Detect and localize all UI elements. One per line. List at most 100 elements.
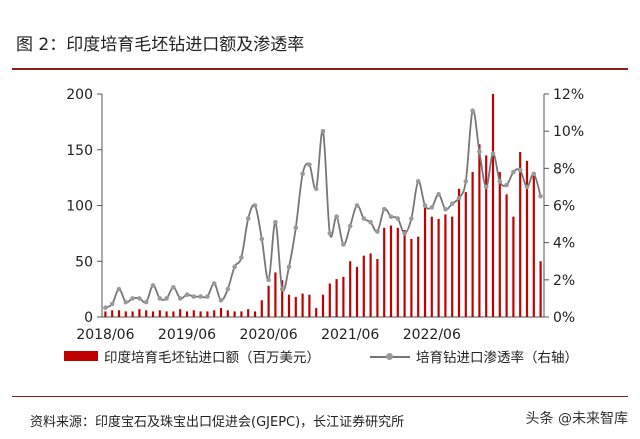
line-point	[266, 277, 271, 283]
line-point	[164, 296, 169, 301]
line-point	[436, 192, 441, 197]
line-point	[531, 171, 537, 177]
x-tick-label: 2020/06	[240, 327, 298, 343]
bar	[321, 294, 325, 317]
line-point	[191, 294, 197, 299]
bar	[410, 238, 413, 317]
line-point	[320, 128, 326, 134]
bar	[403, 230, 406, 317]
bar	[383, 227, 386, 317]
line-point	[415, 179, 421, 184]
line-point	[300, 171, 305, 177]
line-point	[497, 179, 503, 184]
bar	[349, 261, 352, 317]
bar	[423, 207, 427, 317]
line-point	[361, 216, 367, 221]
bar	[213, 310, 216, 317]
bar	[240, 311, 243, 317]
bar	[247, 309, 250, 317]
bar	[260, 300, 263, 317]
bar	[437, 218, 440, 317]
penetration-line	[104, 109, 542, 309]
line-point	[150, 283, 156, 288]
bar	[287, 294, 291, 317]
bar	[444, 214, 447, 317]
line-point	[381, 206, 387, 212]
bar	[308, 294, 311, 317]
bar	[505, 194, 508, 317]
line-point	[483, 184, 489, 190]
bar	[430, 216, 433, 317]
line-point	[245, 216, 251, 221]
bar	[335, 279, 338, 317]
bar	[131, 311, 134, 317]
bar	[525, 160, 529, 317]
right-tick-label: 8%	[553, 161, 575, 177]
bar	[376, 259, 379, 317]
bar	[151, 311, 155, 317]
bar	[274, 272, 277, 317]
bar	[179, 309, 182, 317]
bar	[498, 172, 501, 317]
bar	[328, 283, 331, 317]
bar	[491, 94, 495, 317]
line-point	[463, 179, 469, 184]
line-point	[184, 292, 190, 298]
line-point	[232, 264, 237, 270]
footer-divider	[12, 396, 628, 397]
line-point	[293, 225, 299, 231]
line-point	[368, 219, 373, 225]
line-point	[103, 305, 108, 311]
bar	[117, 310, 121, 317]
left-tick-label: 0	[84, 310, 93, 326]
line-point	[375, 229, 380, 234]
line-point	[490, 151, 496, 156]
chart-axes	[97, 93, 549, 318]
bar	[219, 308, 223, 317]
bar	[457, 188, 461, 317]
line-point	[198, 294, 203, 299]
bar	[145, 310, 148, 317]
line-point	[130, 296, 135, 301]
line-point	[177, 296, 183, 301]
figure-title: 图 2：印度培育毛坯钻进口额及渗透率	[16, 35, 305, 55]
line-point	[218, 297, 224, 303]
bar	[124, 311, 127, 317]
bar	[396, 227, 399, 317]
right-tick-label: 4%	[553, 236, 575, 252]
line-point	[334, 214, 339, 219]
x-tick-label: 2019/06	[158, 327, 216, 343]
bar	[165, 311, 168, 317]
bar	[199, 311, 202, 317]
bar	[451, 216, 454, 317]
right-tick-label: 10%	[553, 124, 584, 140]
legend-line-marker	[386, 353, 393, 360]
line-point	[341, 242, 346, 247]
line-point	[239, 255, 244, 260]
bar	[138, 309, 141, 317]
bar	[158, 310, 161, 317]
line-point	[211, 281, 217, 286]
bar	[355, 266, 359, 317]
x-tick-label: 2022/06	[403, 327, 461, 343]
bar	[172, 311, 175, 317]
line-point	[347, 223, 353, 229]
line-point	[395, 216, 401, 221]
bar	[294, 296, 297, 317]
bar	[233, 311, 236, 317]
line-point	[409, 216, 414, 221]
line-point	[504, 182, 509, 188]
line-point	[313, 186, 319, 192]
line-point	[517, 167, 523, 173]
watermark: 头条 @未来智库	[525, 411, 628, 427]
line-point	[225, 286, 231, 292]
line-point	[470, 108, 475, 114]
line-point	[137, 296, 142, 301]
legend-bar-label: 印度培育毛坯钻进口额（百万美元）	[104, 350, 320, 366]
right-tick-label: 6%	[553, 199, 575, 215]
bar	[369, 253, 372, 317]
line-point	[327, 231, 333, 236]
line-point	[205, 294, 210, 299]
bar	[111, 310, 114, 317]
line-point	[443, 206, 448, 212]
